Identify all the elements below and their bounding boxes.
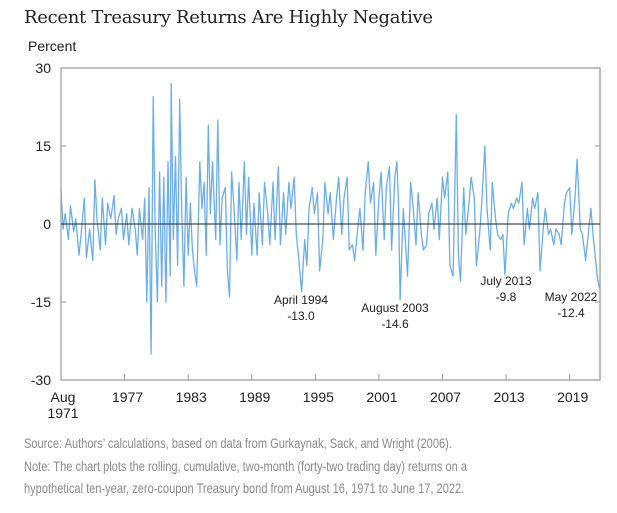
annotation-value: -13.0 [287,309,315,323]
x-tick-label: 1989 [239,389,270,405]
x-tick-label: 2019 [557,389,588,405]
x-tick-label: 1983 [176,389,207,405]
y-tick-label: 30 [35,60,51,76]
annotation-label: July 2013 [480,274,532,288]
annotation-value: -9.8 [496,290,517,304]
x-tick-label: 1977 [112,389,143,405]
source-note: Source: Authors’ calculations, based on … [24,435,452,451]
annotation-value: -12.4 [557,306,585,320]
chart-title: Recent Treasury Returns Are Highly Negat… [24,7,433,28]
chart-note-line-1: Note: The chart plots the rolling, cumul… [24,457,468,474]
annotation-label: August 2003 [361,301,429,315]
x-tick-label: 2013 [494,389,525,405]
footnotes: Source: Authors’ calculations, based on … [24,432,577,500]
y-tick-label: 0 [43,216,51,232]
annotation-label: April 1994 [274,293,328,307]
x-tick-label: 1971 [47,405,78,421]
annotation-value: -14.6 [381,317,409,331]
x-tick-label: 1995 [303,389,334,405]
x-tick-label: 2007 [430,389,461,405]
y-tick-label: -15 [31,294,51,310]
series-line [60,82,601,355]
annotation-label: May 2022 [545,290,598,304]
x-tick-label: 2001 [366,389,397,405]
y-tick-label: -30 [31,372,51,388]
y-axis-label: Percent [28,38,77,54]
chart-note-line-2: hypothetical ten-year, zero-coupon Treas… [24,480,465,496]
x-tick-label: Aug [51,389,76,405]
y-tick-label: 15 [35,138,51,154]
